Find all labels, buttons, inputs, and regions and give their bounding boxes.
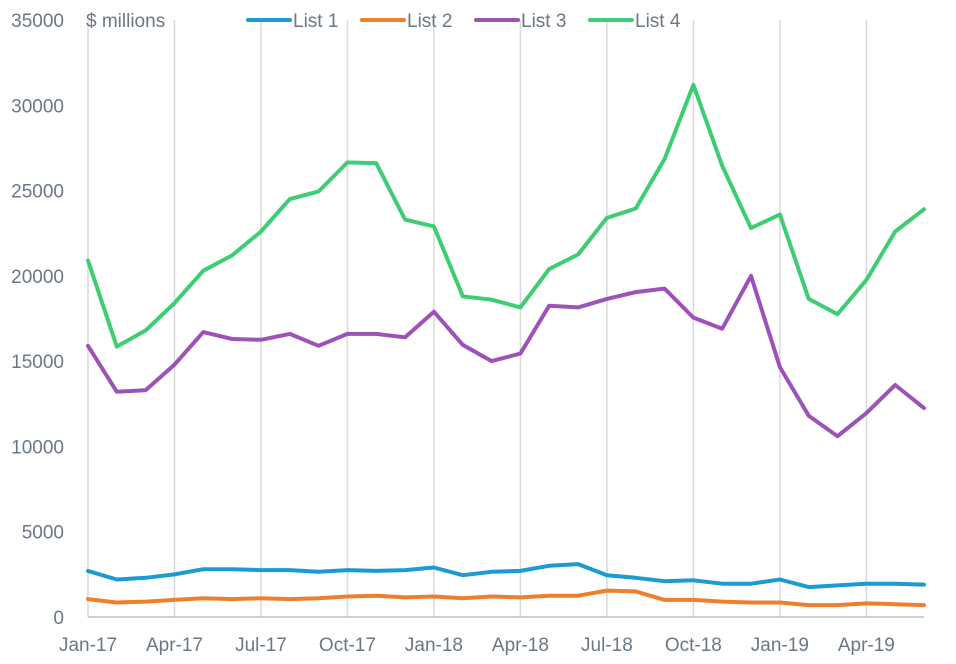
unit-label: $ millions (86, 11, 165, 32)
x-tick-label: Oct-17 (319, 635, 376, 656)
y-tick-label: 5000 (22, 523, 64, 544)
legend-label: List 1 (293, 11, 338, 32)
x-tick-label: Jul-18 (581, 635, 633, 656)
x-tick-label: Apr-18 (492, 635, 549, 656)
y-tick-label: 30000 (11, 96, 64, 117)
x-tick-label: Oct-18 (665, 635, 722, 656)
y-tick-labels: 0 5000 10000 15000 20000 25000 30000 35000 (11, 11, 64, 629)
legend: List 1 List 2 List 3 List 4 (246, 11, 681, 32)
y-tick-label: 0 (53, 608, 64, 629)
x-tick-label: Jan-17 (59, 635, 117, 656)
y-tick-label: 10000 (11, 437, 64, 458)
y-tick-label: 20000 (11, 267, 64, 288)
legend-label: List 4 (635, 11, 681, 32)
series-line-list-4 (86, 82, 926, 349)
series-line-list-3 (86, 273, 926, 439)
series-line-list-1 (86, 562, 926, 590)
y-tick-label: 25000 (11, 182, 64, 203)
x-tick-labels: Jan-17 Apr-17 Jul-17 Oct-17 Jan-18 Apr-18 Jul-… (59, 635, 895, 656)
x-tick-label: Jan-19 (751, 635, 809, 656)
y-tick-label: 35000 (11, 11, 64, 32)
series-lines (86, 82, 926, 608)
x-tick-label: Jan-18 (405, 635, 463, 656)
series-line-list-2 (86, 588, 926, 608)
y-tick-label: 15000 (11, 352, 64, 373)
legend-label: List 3 (521, 11, 566, 32)
x-tick-label: Apr-17 (146, 635, 203, 656)
x-tick-label: Apr-19 (838, 635, 895, 656)
gridlines (87, 20, 868, 617)
legend-label: List 2 (407, 11, 452, 32)
x-tick-label: Jul-17 (235, 635, 287, 656)
